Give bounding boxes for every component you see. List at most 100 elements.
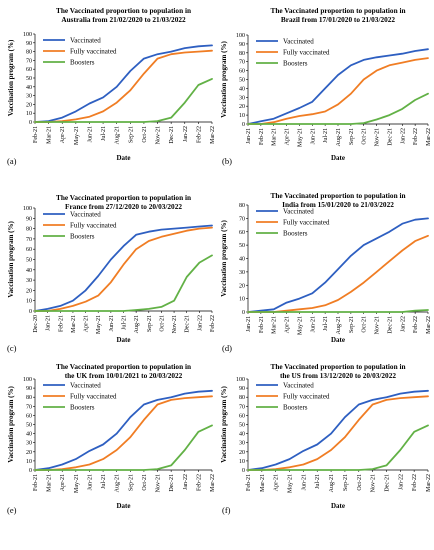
x-tick-label: Oct-21 (362, 316, 368, 333)
x-axis-label: Date (331, 336, 345, 344)
y-tick-label: 80 (239, 395, 245, 401)
x-tick-label: Sep-21 (147, 315, 153, 332)
x-tick-label: Nov-21 (156, 474, 162, 492)
chart-panel-2: The Vaccinated proportion to population … (220, 6, 432, 166)
x-tick-label: Mar-22 (426, 128, 432, 146)
legend-label-fully-vaccinated: Fully vaccinated (283, 49, 330, 57)
y-tick-label: 100 (236, 33, 245, 39)
series-line-fully-vaccinated (34, 226, 213, 312)
y-tick-label: 30 (26, 278, 32, 284)
x-tick-label: Nov-21 (375, 128, 381, 146)
y-tick-label: 0 (242, 122, 245, 128)
y-tick-label: 60 (26, 247, 32, 253)
panel-label: (a) (7, 156, 17, 166)
x-tick-label: Nov-21 (172, 315, 178, 333)
y-tick-label: 40 (26, 432, 32, 438)
x-tick-label: May-21 (297, 316, 303, 335)
y-tick-label: 40 (239, 432, 245, 438)
x-axis-label: Date (331, 502, 345, 510)
y-tick-label: 30 (239, 95, 245, 101)
legend-label-boosters: Boosters (283, 60, 308, 68)
y-tick-label: 80 (239, 203, 245, 209)
y-axis-label: Vaccination program (%) (220, 220, 228, 297)
y-tick-label: 40 (239, 257, 245, 263)
x-tick-label: Jul-21 (122, 315, 128, 330)
series-line-vaccinated (247, 48, 429, 125)
x-tick-label: Oct-21 (142, 474, 148, 491)
chart-title-line: The Vaccinated proportion to population … (270, 362, 405, 371)
x-tick-label: Jul-21 (323, 128, 329, 143)
y-tick-label: 0 (29, 309, 32, 315)
x-axis-label: Date (117, 502, 131, 510)
y-tick-label: 70 (239, 60, 245, 66)
y-tick-label: 10 (26, 459, 32, 465)
x-tick-label: Feb-21 (246, 474, 252, 491)
x-tick-label: Mar-22 (426, 316, 432, 334)
legend-label-vaccinated: Vaccinated (70, 37, 101, 45)
y-tick-label: 0 (242, 310, 245, 316)
x-tick-label: Mar-21 (47, 474, 53, 492)
chart-title-line: Australia from 21/02/2020 to 21/03/2022 (61, 15, 186, 24)
chart-panel-4: The Vaccinated proportion to population … (220, 191, 432, 353)
x-tick-label: Aug-21 (134, 315, 140, 333)
x-tick-label: Jan-22 (398, 474, 404, 490)
y-tick-label: 0 (242, 468, 245, 474)
y-tick-label: 70 (239, 216, 245, 222)
x-axis-label: Date (117, 336, 131, 344)
chart-panel-6: The Vaccinated proportion to population … (220, 362, 432, 515)
panel-label: (e) (7, 505, 17, 515)
series-line-boosters (34, 254, 213, 312)
y-tick-label: 100 (236, 377, 245, 383)
x-tick-label: Dec-21 (387, 128, 393, 146)
y-tick-label: 0 (29, 468, 32, 474)
x-tick-label: Jan-22 (400, 316, 406, 332)
x-tick-label: Sep-21 (128, 126, 134, 143)
x-tick-label: May-21 (96, 315, 102, 334)
y-axis-label: Vaccination program (%) (7, 39, 15, 116)
series-line-vaccinated (34, 224, 213, 312)
y-tick-label: 70 (239, 404, 245, 410)
x-tick-label: Feb-21 (58, 315, 64, 332)
x-tick-label: Feb-22 (196, 126, 202, 143)
series-line-vaccinated (34, 389, 213, 471)
chart-title-line: the US from 13/12/2020 to 20/03/2022 (280, 371, 396, 380)
x-tick-label: Jun-21 (87, 474, 93, 490)
legend-label-vaccinated: Vaccinated (283, 208, 314, 216)
x-tick-label: Oct-21 (159, 315, 165, 332)
x-tick-label: Mar-21 (272, 128, 278, 146)
x-tick-label: Jan-22 (197, 315, 203, 331)
y-tick-label: 60 (239, 69, 245, 75)
y-tick-label: 80 (26, 50, 32, 56)
x-tick-label: Feb-22 (412, 474, 418, 491)
x-tick-label: May-21 (297, 128, 303, 147)
x-tick-label: Jan-21 (46, 315, 52, 331)
x-tick-label: Apr-21 (60, 126, 66, 143)
y-tick-label: 60 (26, 413, 32, 419)
y-axis-label: Vaccination program (%) (220, 386, 228, 463)
x-tick-label: Feb-21 (33, 126, 39, 143)
x-tick-label: Jun-21 (310, 128, 316, 144)
legend-label-vaccinated: Vaccinated (283, 382, 314, 390)
legend-label-vaccinated: Vaccinated (70, 382, 101, 390)
x-tick-label: Aug-21 (336, 316, 342, 334)
x-tick-label: Sep-21 (128, 474, 134, 491)
x-tick-label: Dec-21 (384, 474, 390, 492)
legend-label-fully-vaccinated: Fully vaccinated (70, 222, 117, 230)
x-tick-label: Aug-21 (329, 474, 335, 492)
chart-panel-1: The Vaccinated proportion to population … (7, 6, 216, 166)
x-tick-label: Apr-21 (84, 315, 90, 332)
y-tick-label: 30 (26, 441, 32, 447)
y-axis-label: Vaccination program (%) (7, 386, 15, 463)
panel-label: (c) (7, 343, 17, 353)
y-tick-label: 0 (29, 120, 32, 126)
chart-title-line: The Vaccinated proportion to population … (56, 362, 191, 371)
x-tick-label: Apr-21 (285, 316, 291, 333)
series-line-vaccinated (34, 44, 213, 123)
series-line-fully-vaccinated (247, 57, 429, 125)
legend-label-fully-vaccinated: Fully vaccinated (283, 393, 330, 401)
x-tick-label: Apr-21 (60, 474, 66, 491)
x-tick-label: Mar-21 (272, 316, 278, 334)
legend-label-boosters: Boosters (283, 230, 308, 238)
legend-label-boosters: Boosters (70, 233, 95, 241)
y-tick-label: 70 (26, 58, 32, 64)
